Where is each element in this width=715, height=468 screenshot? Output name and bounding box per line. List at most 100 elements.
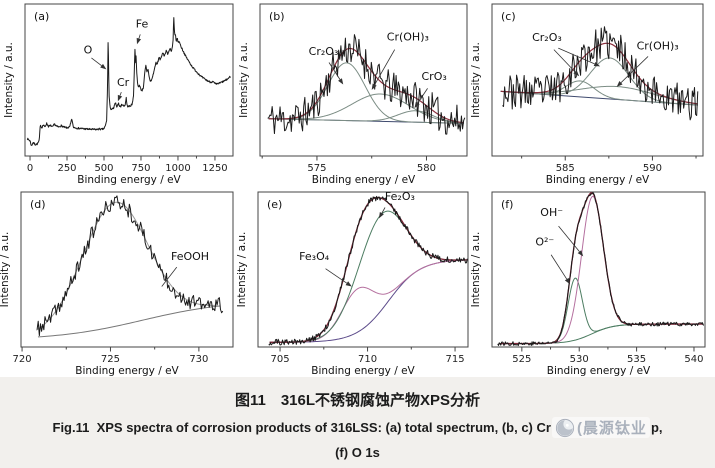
series-raw-spectrum [497,192,705,347]
x-tick-label: 1000 [165,163,190,174]
leader-line [558,225,580,252]
x-axis: 705 710 715 Binding energy / eV [271,347,465,377]
series-survey-spectrum [26,17,231,146]
y-axis-label: Intensity / a.u. [3,42,15,118]
annotation-label: Fe₂O₃ [385,190,415,203]
annotations: FeOOH [161,250,209,287]
plot-box [259,3,468,157]
x-tick-label: 750 [131,163,150,174]
x-tick-label: 730 [189,354,208,365]
leader-line [620,56,649,83]
annotations: Cr₂O₃ Cr(OH)₃ [532,31,679,87]
leader-line [161,266,178,287]
y-axis-label: Intensity / a.u. [470,42,482,118]
panel-e: 705 710 715 Binding energy / eV Intensity / … [236,190,469,377]
y-axis-label: Intensity / a.u. [0,232,11,308]
annotation-label: FeOOH [171,250,209,263]
x-tick-label: 705 [271,354,290,365]
leader-arrowhead [136,37,142,45]
x-tick-label: 585 [556,163,575,174]
leader-arrowhead [414,101,420,109]
x-tick-label: 580 [417,163,436,174]
leader-line [550,254,568,280]
annotations: Fe₂O₃ Fe₃O₄ [299,190,415,287]
annotation-label: Cr₂O₃ [309,45,339,58]
annotations: O Cr Fe [84,18,149,102]
panel-d: 720 725 730 Binding energy / eV Intensity / … [0,191,234,377]
plot-box [24,3,234,157]
x-axis: 0 250 500 750 1000 1250 Binding energy / eV [27,156,228,186]
annotation-label: CrO₃ [422,70,447,83]
x-axis-label: Binding energy / eV [311,365,415,377]
series-group [267,34,466,135]
x-tick-label: 1250 [202,163,227,174]
panel-tag: (d) [30,198,46,211]
leader-arrowhead [117,94,123,102]
annotation-label: Fe [136,18,149,31]
x-axis-label: Binding energy / eV [75,365,179,377]
leader-line [553,49,576,73]
leader-line [138,34,141,39]
panel-a: 0 250 500 750 1000 1250 Binding energy / eV Int… [3,3,234,186]
annotation-label: Cr(OH)₃ [387,30,429,43]
x-tick-label: 710 [358,354,377,365]
leader-arrowhead [345,281,352,287]
x-tick-label: 250 [57,163,76,174]
x-tick-label: 535 [627,354,646,365]
leader-line [119,92,122,96]
leader-line [558,47,595,65]
watermark-logo-icon [555,418,575,437]
leader-arrowhead [573,70,580,77]
annotation-label: O [84,43,93,56]
y-axis-label: Intensity / a.u. [236,232,248,308]
leader-arrowhead [338,78,344,85]
x-tick-label: 500 [94,163,113,174]
annotation-label: Cr₂O₃ [532,31,562,44]
caption-english-line1: Fig.11 XPS spectra of corrosion products… [0,417,715,438]
plot-box [257,191,469,348]
series-group [500,26,699,121]
annotation-label: Cr(OH)₃ [637,40,679,53]
leader-line [91,57,102,67]
x-tick-label: 725 [101,354,120,365]
x-axis-label: Binding energy / eV [312,174,416,186]
panel-tag: (a) [34,10,49,23]
x-tick-label: 530 [570,354,589,365]
x-tick-label: 540 [684,354,703,365]
caption-chinese: 图11 316L不锈钢腐蚀产物XPS分析 [234,392,481,409]
series-group [26,17,231,146]
panel-tag: (c) [501,10,516,23]
caption-english-line2: (f) O 1s [335,445,380,460]
panel-f: 525 530 535 540 Binding energy / eV Intensity… [470,191,706,377]
x-axis-label: Binding energy / eV [546,174,650,186]
panel-tag: (f) [501,198,513,211]
series-raw-spectrum [502,26,699,121]
panel-tag: (b) [269,10,285,23]
y-axis-label: Intensity / a.u. [470,232,482,308]
leader-arrowhead [371,83,377,90]
x-axis: 525 530 535 540 Binding energy / eV [512,347,704,377]
panel-tag: (e) [267,198,282,211]
watermark-text: (晨源钛业 [576,420,647,437]
series-group [268,195,468,346]
annotation-label: Fe₃O₄ [299,250,330,263]
plot-box [491,3,704,157]
series-raw-spectrum [268,195,468,346]
series-raw-spectrum [36,195,224,337]
leader-arrowhead [593,61,601,67]
plot-box [20,191,234,348]
x-tick-label: 590 [643,163,662,174]
series-group [497,192,705,347]
leader-arrowhead [100,63,107,70]
leader-line [328,62,341,80]
caption-en-part1: Fig.11 XPS spectra of corrosion products… [52,420,551,435]
x-tick-label: 575 [307,163,326,174]
series-raw-spectrum [267,34,466,135]
x-axis-label: Binding energy / eV [547,365,651,377]
leader-arrowhead [616,81,623,87]
